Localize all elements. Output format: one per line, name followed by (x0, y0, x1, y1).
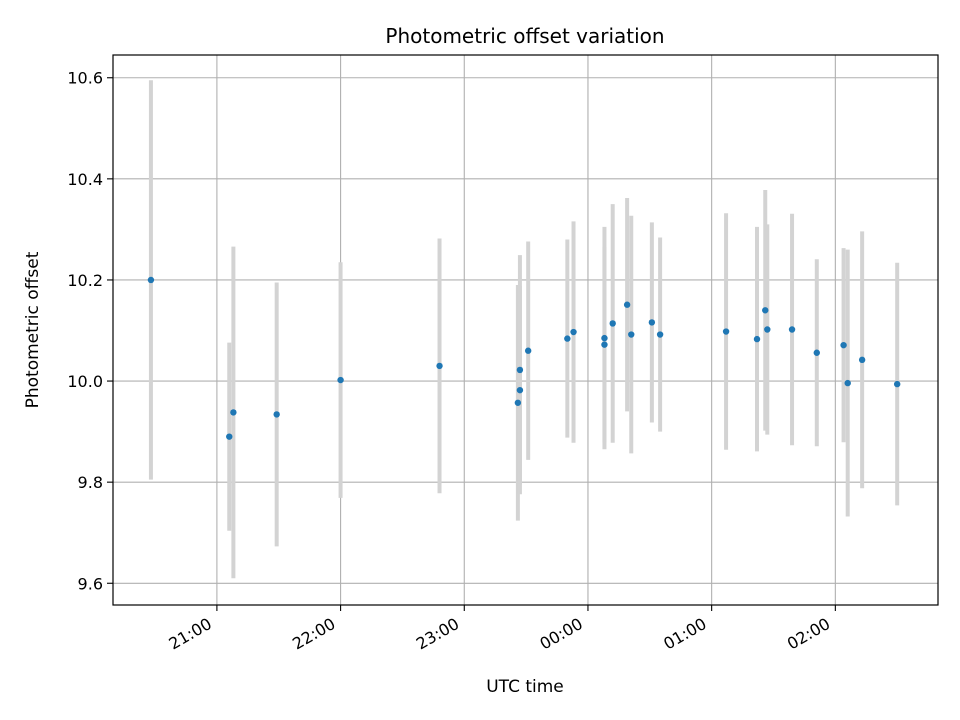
data-point (524, 347, 532, 354)
data-points (147, 276, 901, 440)
data-point (601, 334, 608, 342)
data-point (436, 362, 443, 370)
plot-frame (112, 54, 939, 606)
data-point (788, 326, 796, 333)
data-point (623, 301, 631, 308)
data-point (514, 399, 522, 406)
data-point (656, 331, 664, 338)
data-point (516, 366, 524, 374)
data-point (147, 276, 155, 284)
data-point (893, 380, 901, 388)
y-tick-label: 10.0 (67, 372, 103, 391)
data-point (628, 331, 635, 338)
chart-title: Photometric offset variation (385, 24, 664, 48)
data-point (722, 328, 730, 335)
y-tick-label: 9.8 (78, 473, 103, 492)
data-point (516, 386, 524, 394)
data-point (844, 379, 851, 387)
data-point (601, 341, 608, 348)
data-point (609, 320, 616, 327)
y-tick-label: 10.4 (67, 170, 103, 189)
data-point (858, 356, 866, 364)
plot-area (113, 55, 938, 605)
data-point (762, 307, 769, 314)
data-point (648, 319, 656, 326)
data-point (570, 328, 577, 336)
data-point (230, 409, 237, 416)
data-point (564, 335, 571, 342)
data-point (764, 326, 771, 333)
x-axis-label: UTC time (486, 677, 564, 697)
data-point (840, 341, 847, 349)
y-axis-label: Photometric offset (23, 251, 43, 408)
data-point (813, 349, 820, 356)
data-point (337, 376, 344, 384)
y-tick-label: 10.6 (67, 69, 103, 88)
data-point (753, 335, 761, 343)
y-tick-label: 10.2 (67, 271, 103, 290)
y-tick-label: 9.6 (78, 574, 103, 593)
y-axis-ticks: 9.6 9.8 10.0 10.2 10.4 10.6 (67, 69, 113, 593)
data-point (273, 411, 280, 418)
data-point (226, 433, 233, 440)
